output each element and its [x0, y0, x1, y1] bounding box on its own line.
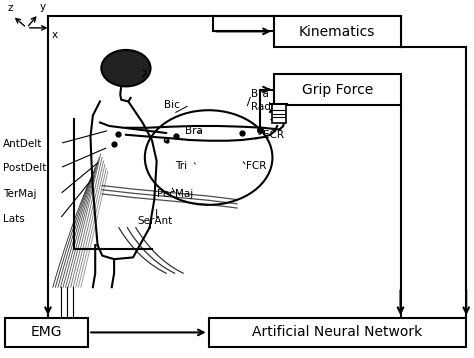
Text: Bra: Bra [251, 90, 269, 100]
Bar [209, 318, 466, 347]
Text: Grip Force: Grip Force [301, 83, 373, 97]
Text: PostDelt: PostDelt [3, 163, 46, 173]
Text: y: y [40, 2, 46, 12]
Text: z: z [8, 3, 13, 13]
Bar [274, 74, 401, 105]
Text: SerAnt: SerAnt [138, 216, 173, 226]
Text: TerMaj: TerMaj [3, 189, 36, 199]
Text: Bic: Bic [164, 100, 180, 110]
Text: Tri: Tri [175, 161, 188, 171]
Text: x: x [52, 30, 58, 40]
Text: PecMaj: PecMaj [156, 189, 193, 199]
Circle shape [101, 50, 151, 86]
Text: Lats: Lats [3, 214, 25, 224]
Text: FCR: FCR [246, 161, 267, 171]
Text: Artificial Neural Network: Artificial Neural Network [252, 325, 422, 339]
Text: AntDelt: AntDelt [3, 139, 43, 149]
Text: Kinematics: Kinematics [299, 25, 375, 39]
Text: EMG: EMG [31, 325, 63, 339]
Bar [274, 16, 401, 47]
Bar [273, 104, 286, 123]
Text: Bra: Bra [185, 126, 203, 136]
Text: ECR: ECR [263, 130, 284, 140]
Text: Rad: Rad [251, 102, 271, 112]
Bar [5, 318, 88, 347]
